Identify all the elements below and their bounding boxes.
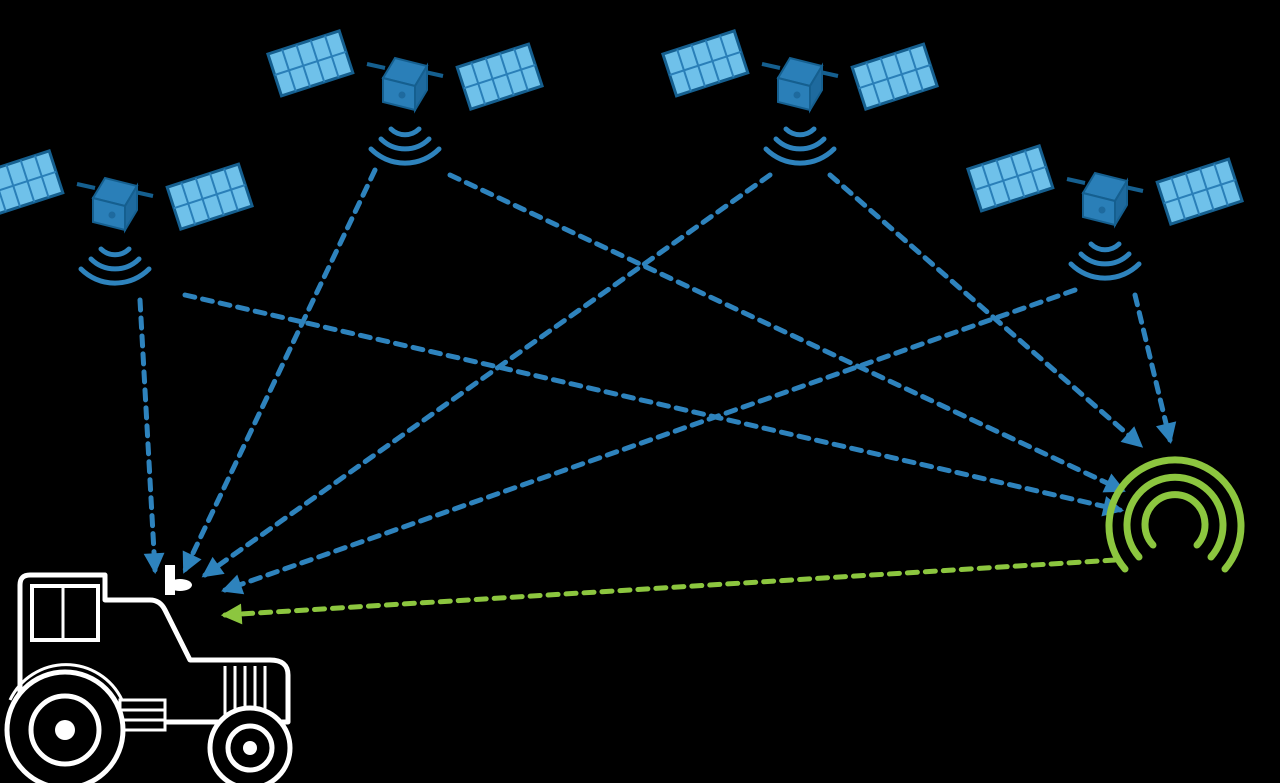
- nodes: [0, 31, 1242, 783]
- tractor-icon: [7, 565, 290, 783]
- link-station-tractor: [225, 560, 1115, 615]
- link-sat4-station: [1135, 295, 1170, 440]
- link-sat3-tractor: [205, 175, 770, 575]
- sat1-icon: [0, 151, 252, 283]
- link-sat2-tractor: [185, 170, 375, 570]
- sat4-icon: [968, 146, 1242, 278]
- base-station-icon: [1109, 460, 1241, 569]
- sat2-icon: [268, 31, 542, 163]
- sat3-icon: [663, 31, 937, 163]
- link-sat1-station: [185, 295, 1120, 510]
- signal-arrows: [140, 170, 1170, 615]
- gps-rtk-diagram: .panel { fill:#6fc1ea; stroke:#155f8f; s…: [0, 0, 1280, 783]
- link-sat1-tractor: [140, 300, 155, 570]
